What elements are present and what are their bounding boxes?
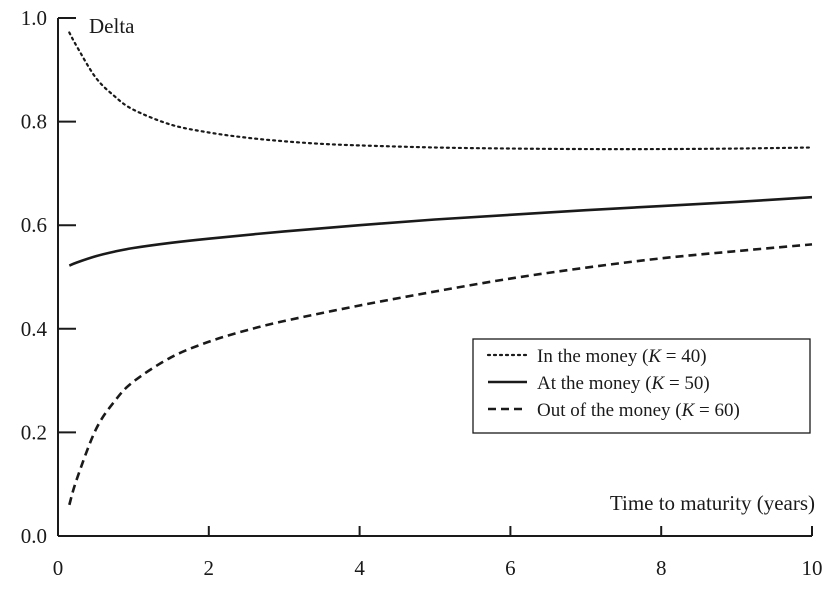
y-tick-label: 0.8 [21,110,47,134]
y-axis-title: Delta [89,14,135,38]
axes: 0 2 4 6 8 10 0.0 0.2 0.4 0.6 0.8 1.0 [21,6,823,580]
x-tick-label: 0 [53,556,64,580]
y-tick-label: 0.4 [21,317,48,341]
series-lines [68,31,814,506]
x-ticks: 0 2 4 6 8 10 [53,526,823,580]
series-line-dotted [68,31,814,151]
y-tick-label: 0.2 [21,420,47,444]
x-tick-label: 8 [656,556,667,580]
legend-label: Out of the money (K = 60) [537,400,740,421]
legend-label: In the money (K = 40) [537,346,707,367]
y-ticks: 0.0 0.2 0.4 0.6 0.8 1.0 [21,6,76,548]
series-line-dashed [68,243,813,506]
x-axis-title: Time to maturity (years) [610,491,815,515]
y-tick-label: 0.6 [21,213,47,237]
x-tick-label: 10 [802,556,823,580]
x-tick-label: 2 [204,556,215,580]
legend-label: At the money (K = 50) [537,373,710,394]
x-tick-label: 4 [354,556,365,580]
legend: In the money (K = 40) At the money (K = 5… [472,338,811,434]
series-line-solid [68,195,813,267]
legend-box [472,338,811,434]
y-tick-label: 0.0 [21,524,47,548]
x-tick-label: 6 [505,556,516,580]
y-tick-label: 1.0 [21,6,47,30]
